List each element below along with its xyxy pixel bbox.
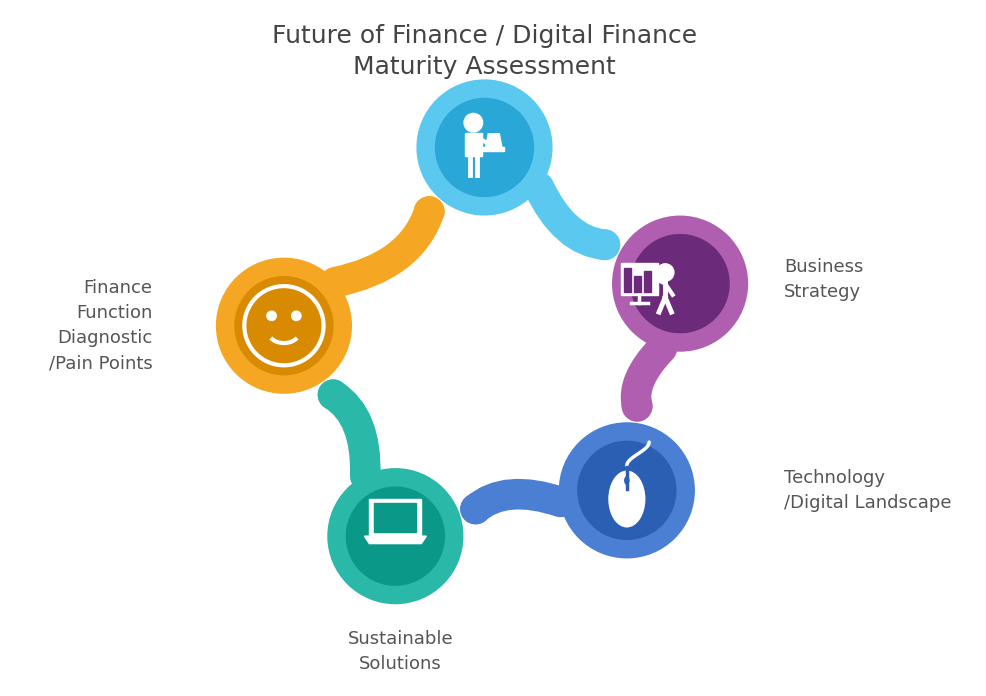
Circle shape (577, 441, 676, 540)
Bar (620, 262, 658, 295)
Text: Technology
/Digital Landscape: Technology /Digital Landscape (784, 469, 951, 512)
Circle shape (235, 276, 333, 375)
Circle shape (435, 97, 534, 197)
Bar (375, 503, 416, 532)
FancyArrowPatch shape (475, 494, 561, 509)
Bar (624, 267, 631, 292)
Text: Future of Finance / Digital Finance
Maturity Assessment: Future of Finance / Digital Finance Matu… (272, 24, 697, 79)
Circle shape (267, 311, 276, 321)
Bar (644, 271, 651, 292)
Circle shape (559, 422, 695, 558)
Circle shape (327, 468, 463, 604)
Text: Finance
Function
Diagnostic
/Pain Points: Finance Function Diagnostic /Pain Points (49, 279, 153, 372)
Circle shape (416, 79, 552, 216)
Bar (370, 499, 421, 536)
Text: Business
Strategy: Business Strategy (784, 258, 864, 301)
Circle shape (216, 258, 352, 394)
Ellipse shape (624, 476, 630, 485)
Polygon shape (486, 134, 502, 147)
Polygon shape (464, 133, 482, 156)
Circle shape (612, 216, 748, 351)
Circle shape (464, 113, 482, 132)
Bar (634, 276, 641, 292)
Circle shape (657, 264, 673, 281)
Circle shape (630, 234, 730, 333)
Circle shape (346, 487, 445, 586)
Text: Sustainable
Solutions: Sustainable Solutions (347, 631, 454, 673)
Bar (477, 147, 504, 151)
FancyArrowPatch shape (636, 348, 662, 406)
Polygon shape (365, 536, 426, 544)
Circle shape (292, 311, 301, 321)
FancyArrowPatch shape (333, 395, 366, 476)
FancyArrowPatch shape (335, 212, 429, 282)
Ellipse shape (608, 470, 646, 528)
FancyArrowPatch shape (538, 187, 605, 245)
